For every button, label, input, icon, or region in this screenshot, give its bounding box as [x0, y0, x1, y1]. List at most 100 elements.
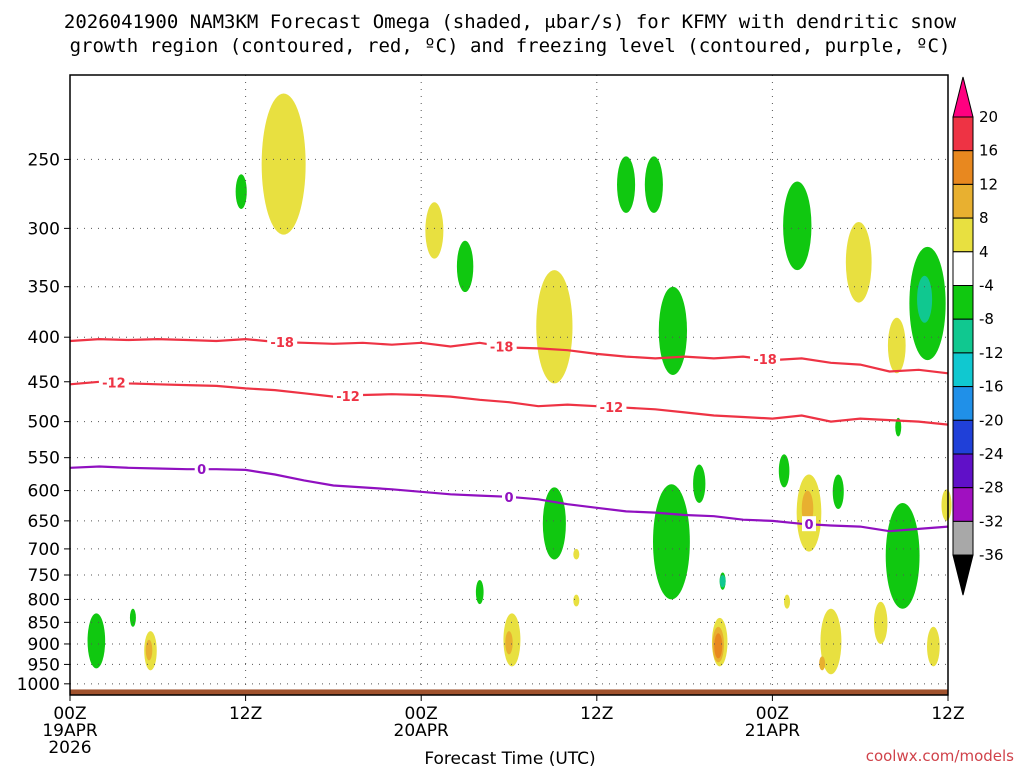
y-tick-label-700: 700: [28, 540, 60, 560]
plot-border: [69, 74, 949, 696]
colorbar-label-5: -4: [979, 277, 994, 295]
y-tick-label-550: 550: [28, 449, 60, 469]
x-tick-label-0-0: 00Z: [53, 704, 86, 724]
colorbar-label-11: -28: [979, 479, 1004, 497]
colorbar-legend: 20 16 12 8 4 -4 -8 -12 -16 -20 -24 -28 -32 -36: [952, 76, 1004, 596]
y-tick-label-250: 250: [28, 150, 60, 170]
omega-feature-18: [832, 474, 844, 510]
y-tick-label-950: 950: [28, 655, 60, 675]
omega-feature-28: [784, 594, 791, 609]
omega-feature-17: [778, 454, 790, 488]
colorbar-swatch-11: [952, 453, 974, 489]
omega-feature-15: [653, 484, 690, 600]
contour-label-1-0: -12: [102, 377, 126, 392]
omega-feature-23: [573, 548, 580, 560]
y-tick-label-1000: 1000: [17, 675, 60, 695]
omega-feature-30: [505, 631, 513, 655]
omega-feature-9: [658, 286, 688, 375]
contour-label-bg-0-2: [750, 351, 781, 367]
x-tick-label-36-0: 12Z: [580, 704, 613, 724]
contour-label-2-0: 0: [197, 463, 206, 478]
y-tick-label-300: 300: [28, 219, 60, 239]
colorbar-label-10: -24: [979, 445, 1004, 463]
ground-surface: [70, 689, 948, 695]
y-tick-label-650: 650: [28, 512, 60, 532]
omega-feature-16: [693, 464, 706, 503]
y-tick-label-500: 500: [28, 413, 60, 433]
colorbar-label-2: 12: [979, 175, 998, 193]
colorbar-label-8: -16: [979, 378, 1004, 396]
omega-feature-27: [573, 594, 580, 607]
colorbar-swatch-6: [952, 285, 974, 320]
colorbar-swatch-1: [952, 116, 974, 152]
colorbar-label-13: -36: [979, 546, 1004, 564]
colorbar-swatch-5: [952, 251, 974, 287]
contour-label-bg-2-2: [801, 516, 816, 532]
x-tick-label-48-0: 00Z: [756, 704, 789, 724]
y-tick-label-900: 900: [28, 635, 60, 655]
y-axis-pressure: 2503003504004505005506006507007508008509…: [17, 150, 70, 695]
omega-feature-41: [129, 608, 136, 627]
colorbar-swatch-12: [952, 487, 974, 522]
colorbar-swatch-4: [952, 217, 974, 253]
colorbar-bottom-triangle: [952, 554, 974, 596]
omega-feature-22: [941, 489, 952, 521]
omega-feature-40: [87, 613, 106, 669]
omega-feature-7: [845, 222, 872, 303]
colorbar-top-triangle: [952, 76, 974, 118]
colorbar-swatch-2: [952, 150, 974, 185]
chart-title-line-2: growth region (contoured, red, ºC) and f…: [70, 35, 951, 57]
x-tick-label-24-0: 00Z: [405, 704, 438, 724]
contour-label-1-2: -12: [600, 401, 624, 416]
x-tick-label-24-1: 20APR: [394, 721, 450, 741]
contour-label-0-1: -18: [490, 340, 514, 355]
omega-feature-26: [719, 574, 726, 588]
ground-bar: [70, 689, 948, 695]
contour-label-1-1: -12: [336, 390, 360, 405]
colorbar-label-0: 20: [979, 108, 998, 126]
contour-label-bg-2-1: [502, 488, 516, 504]
omega-feature-14: [542, 487, 566, 560]
omega-feature-5: [644, 156, 663, 213]
contour-label-bg-1-1: [333, 387, 364, 403]
colorbar-label-4: 4: [979, 243, 989, 261]
y-tick-label-750: 750: [28, 566, 60, 586]
colorbar-label-1: 16: [979, 142, 998, 160]
y-tick-label-600: 600: [28, 482, 60, 502]
omega-feature-3: [456, 240, 474, 293]
omega-feature-12: [887, 317, 906, 374]
colorbar-label-9: -20: [979, 411, 1004, 429]
contour-label-2-1: 0: [504, 491, 513, 506]
omega-feature-13: [895, 417, 902, 437]
x-axis-label: Forecast Time (UTC): [424, 749, 595, 768]
omega-feature-1: [235, 174, 247, 209]
colorbar-swatch-7: [952, 318, 974, 354]
contour-line-1: [69, 380, 949, 426]
omega-feature-35: [819, 656, 826, 671]
contour-label-bg-0-1: [486, 338, 517, 354]
y-tick-label-350: 350: [28, 278, 60, 298]
x-tick-label-60-0: 12Z: [931, 704, 964, 724]
y-tick-label-450: 450: [28, 373, 60, 393]
x-tick-label-12-0: 12Z: [229, 704, 262, 724]
omega-feature-21: [885, 502, 920, 609]
contour-label-bg-1-0: [98, 374, 129, 390]
contour-label-bg-0-0: [267, 334, 298, 350]
x-tick-label-0-2: 2026: [48, 738, 91, 758]
omega-feature-34: [820, 608, 842, 675]
colorbar-label-3: 8: [979, 209, 989, 227]
credit-link[interactable]: coolwx.com/models: [866, 747, 1014, 765]
x-tick-label-48-1: 21APR: [745, 721, 801, 741]
omega-feature-39: [145, 639, 153, 661]
omega-feature-36: [873, 601, 888, 644]
colorbar-label-12: -32: [979, 512, 1004, 530]
contour-label-0-2: -18: [753, 353, 777, 368]
plot-frame: [69, 74, 949, 696]
omega-feature-0: [261, 93, 306, 235]
omega-feature-11: [917, 275, 933, 323]
omega-feature-33: [714, 633, 723, 659]
colorbar-label-6: -8: [979, 310, 994, 328]
y-tick-label-850: 850: [28, 613, 60, 633]
